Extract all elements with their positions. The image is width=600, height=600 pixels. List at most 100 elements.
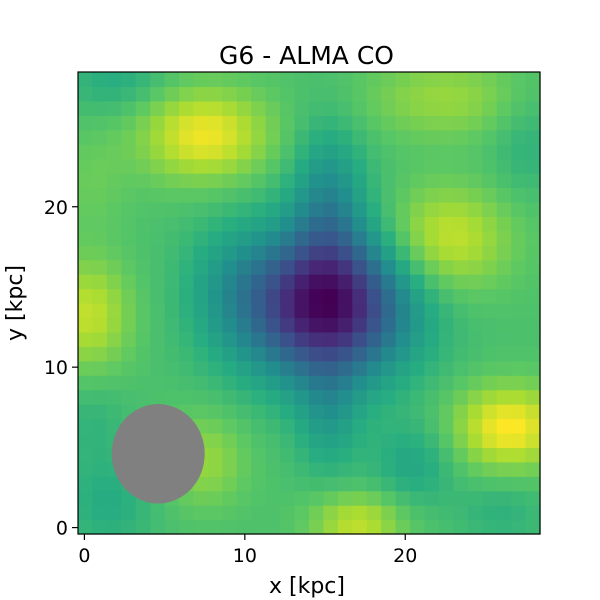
heatmap-cell (106, 201, 122, 217)
heatmap-cell (438, 360, 454, 376)
heatmap-cell (337, 505, 353, 521)
heatmap-cell (410, 447, 426, 463)
heatmap-cell (179, 86, 195, 102)
heatmap-cell (482, 389, 498, 405)
heatmap-cell (366, 216, 382, 232)
heatmap-cell (265, 303, 281, 319)
heatmap-cell (381, 100, 397, 116)
heatmap-cell (438, 201, 454, 217)
heatmap-cell (424, 245, 440, 261)
heatmap-cell (265, 129, 281, 145)
heatmap-cell (467, 505, 483, 521)
heatmap-cell (164, 360, 180, 376)
heatmap-cell (135, 201, 151, 217)
heatmap-cell (438, 173, 454, 189)
heatmap-cell (179, 288, 195, 304)
heatmap-cell (121, 331, 137, 347)
heatmap-cell (207, 404, 223, 420)
heatmap-cell (453, 303, 469, 319)
heatmap-cell (366, 86, 382, 102)
heatmap-cell (207, 274, 223, 290)
heatmap-cell (265, 404, 281, 420)
heatmap-cell (337, 346, 353, 362)
heatmap-cell (135, 303, 151, 319)
heatmap-cell (381, 144, 397, 160)
heatmap-cell (496, 72, 512, 88)
heatmap-cell (78, 404, 94, 420)
heatmap-cell (222, 447, 238, 463)
heatmap-cell (366, 346, 382, 362)
heatmap-cell (150, 187, 166, 203)
heatmap-cell (251, 158, 267, 174)
heatmap-cell (438, 447, 454, 463)
heatmap-cell (207, 129, 223, 145)
heatmap-cell (410, 360, 426, 376)
y-tick-label: 20 (44, 197, 68, 219)
heatmap-cell (496, 173, 512, 189)
heatmap-cell (294, 375, 310, 391)
heatmap-cell (496, 187, 512, 203)
heatmap-cell (511, 173, 527, 189)
heatmap-cell (265, 158, 281, 174)
heatmap-cell (135, 331, 151, 347)
heatmap-cell (222, 72, 238, 88)
heatmap-cell (92, 404, 108, 420)
heatmap-cell (337, 375, 353, 391)
heatmap-cell (309, 360, 325, 376)
heatmap-cell (438, 230, 454, 246)
heatmap-cell (438, 259, 454, 275)
heatmap-cell (121, 72, 137, 88)
heatmap-cell (280, 216, 296, 232)
heatmap-cell (150, 360, 166, 376)
heatmap-cell (496, 505, 512, 521)
x-tick-label: 10 (233, 545, 257, 567)
heatmap-cell (323, 375, 339, 391)
heatmap-cell (251, 505, 267, 521)
heatmap-cell (453, 230, 469, 246)
heatmap-cell (294, 173, 310, 189)
heatmap-cell (438, 129, 454, 145)
heatmap-cell (453, 360, 469, 376)
heatmap-cell (164, 230, 180, 246)
heatmap-cell (121, 100, 137, 116)
heatmap-cell (352, 519, 368, 535)
heatmap-cell (135, 129, 151, 145)
heatmap-cell (280, 72, 296, 88)
heatmap-cell (352, 158, 368, 174)
heatmap-cell (366, 72, 382, 88)
heatmap-cell (511, 86, 527, 102)
heatmap-cell (222, 505, 238, 521)
heatmap-cell (323, 505, 339, 521)
heatmap-cell (222, 144, 238, 160)
heatmap-cell (482, 490, 498, 506)
heatmap-cell (525, 432, 541, 448)
heatmap-cell (352, 72, 368, 88)
heatmap-cell (207, 476, 223, 492)
heatmap-cell (78, 259, 94, 275)
heatmap-cell (424, 158, 440, 174)
heatmap-cell (467, 187, 483, 203)
heatmap-cell (207, 360, 223, 376)
heatmap-cell (265, 86, 281, 102)
heatmap-cell (323, 346, 339, 362)
heatmap-cell (496, 274, 512, 290)
heatmap-cell (92, 447, 108, 463)
heatmap-cell (525, 490, 541, 506)
heatmap-cell (78, 505, 94, 521)
heatmap-cell (381, 187, 397, 203)
heatmap-cell (179, 129, 195, 145)
heatmap-cell (323, 432, 339, 448)
heatmap-cell (395, 144, 411, 160)
heatmap-cell (92, 418, 108, 434)
heatmap-cell (222, 404, 238, 420)
heatmap-cell (453, 187, 469, 203)
heatmap-cell (453, 274, 469, 290)
heatmap-cell (207, 505, 223, 521)
heatmap-cell (467, 201, 483, 217)
heatmap-cell (323, 476, 339, 492)
heatmap-cell (395, 317, 411, 333)
heatmap-cell (424, 490, 440, 506)
heatmap-cell (294, 490, 310, 506)
heatmap-cell (251, 375, 267, 391)
